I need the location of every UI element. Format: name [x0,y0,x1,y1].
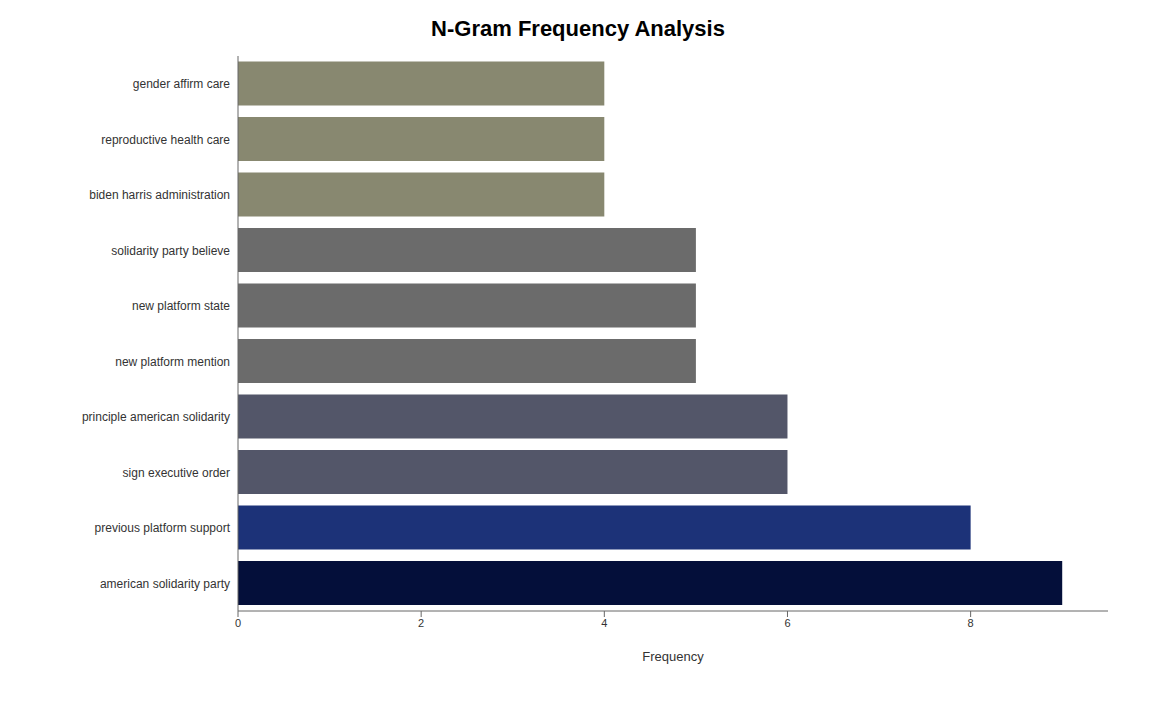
svg-text:principle american solidarity: principle american solidarity [82,410,230,424]
svg-text:biden harris administration: biden harris administration [89,188,230,202]
svg-text:sign executive order: sign executive order [123,466,230,480]
svg-text:Frequency: Frequency [642,649,704,664]
svg-text:0: 0 [235,617,241,629]
svg-text:gender affirm care: gender affirm care [133,77,230,91]
svg-text:new platform mention: new platform mention [115,355,230,369]
svg-text:american solidarity party: american solidarity party [100,577,230,591]
svg-text:new platform state: new platform state [132,299,230,313]
html-text:N-Gram Frequency Analysis: N-Gram Frequency Analysis [431,16,725,41]
svg-text:8: 8 [968,617,974,629]
svg-text:reproductive health care: reproductive health care [101,133,230,147]
svg-text:6: 6 [784,617,790,629]
svg-text:4: 4 [601,617,607,629]
svg-text:previous platform support: previous platform support [95,521,231,535]
svg-text:solidarity party believe: solidarity party believe [111,244,230,258]
svg-text:2: 2 [418,617,424,629]
